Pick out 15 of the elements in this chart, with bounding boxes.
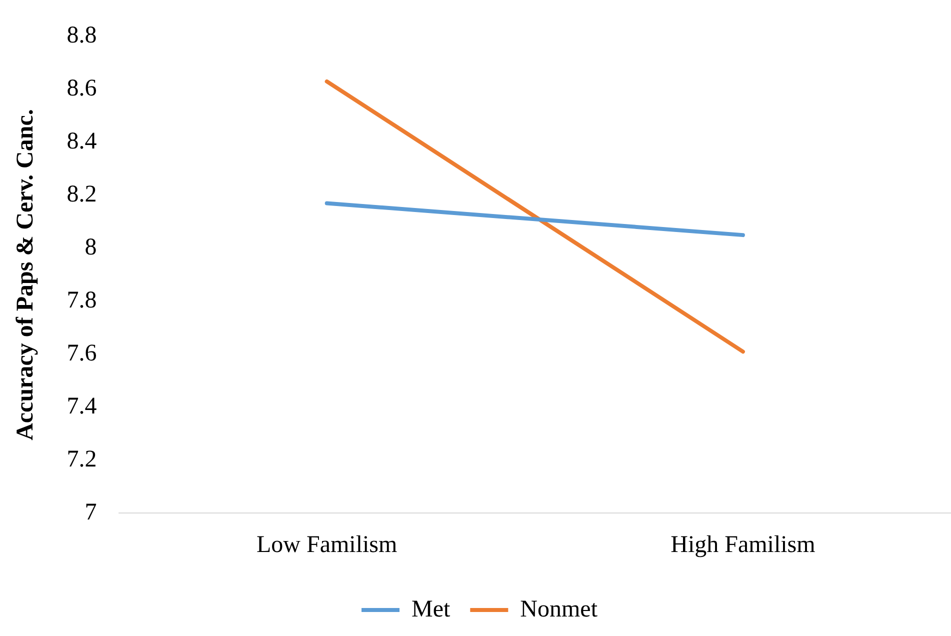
y-tick-label: 8.8 [66,22,97,49]
y-tick-label: 7.2 [66,446,97,473]
legend-label: Met [412,596,450,622]
y-tick-label: 8.6 [66,76,97,102]
x-tick-label: Low Familism [256,532,398,558]
y-tick-label: 7.6 [66,340,97,367]
y-tick-label: 8.2 [66,182,97,208]
legend-label: Nonmet [520,596,598,622]
y-tick-label: 7.4 [66,394,97,420]
y-tick-label: 7 [84,499,97,526]
y-tick-label: 7.8 [66,288,97,314]
y-axis-title: Accuracy of Paps & Cerv. Canc. [12,109,39,440]
y-tick-label: 8.4 [66,128,97,155]
y-tick-label: 8 [84,234,97,261]
x-tick-label: High Familism [670,532,816,558]
